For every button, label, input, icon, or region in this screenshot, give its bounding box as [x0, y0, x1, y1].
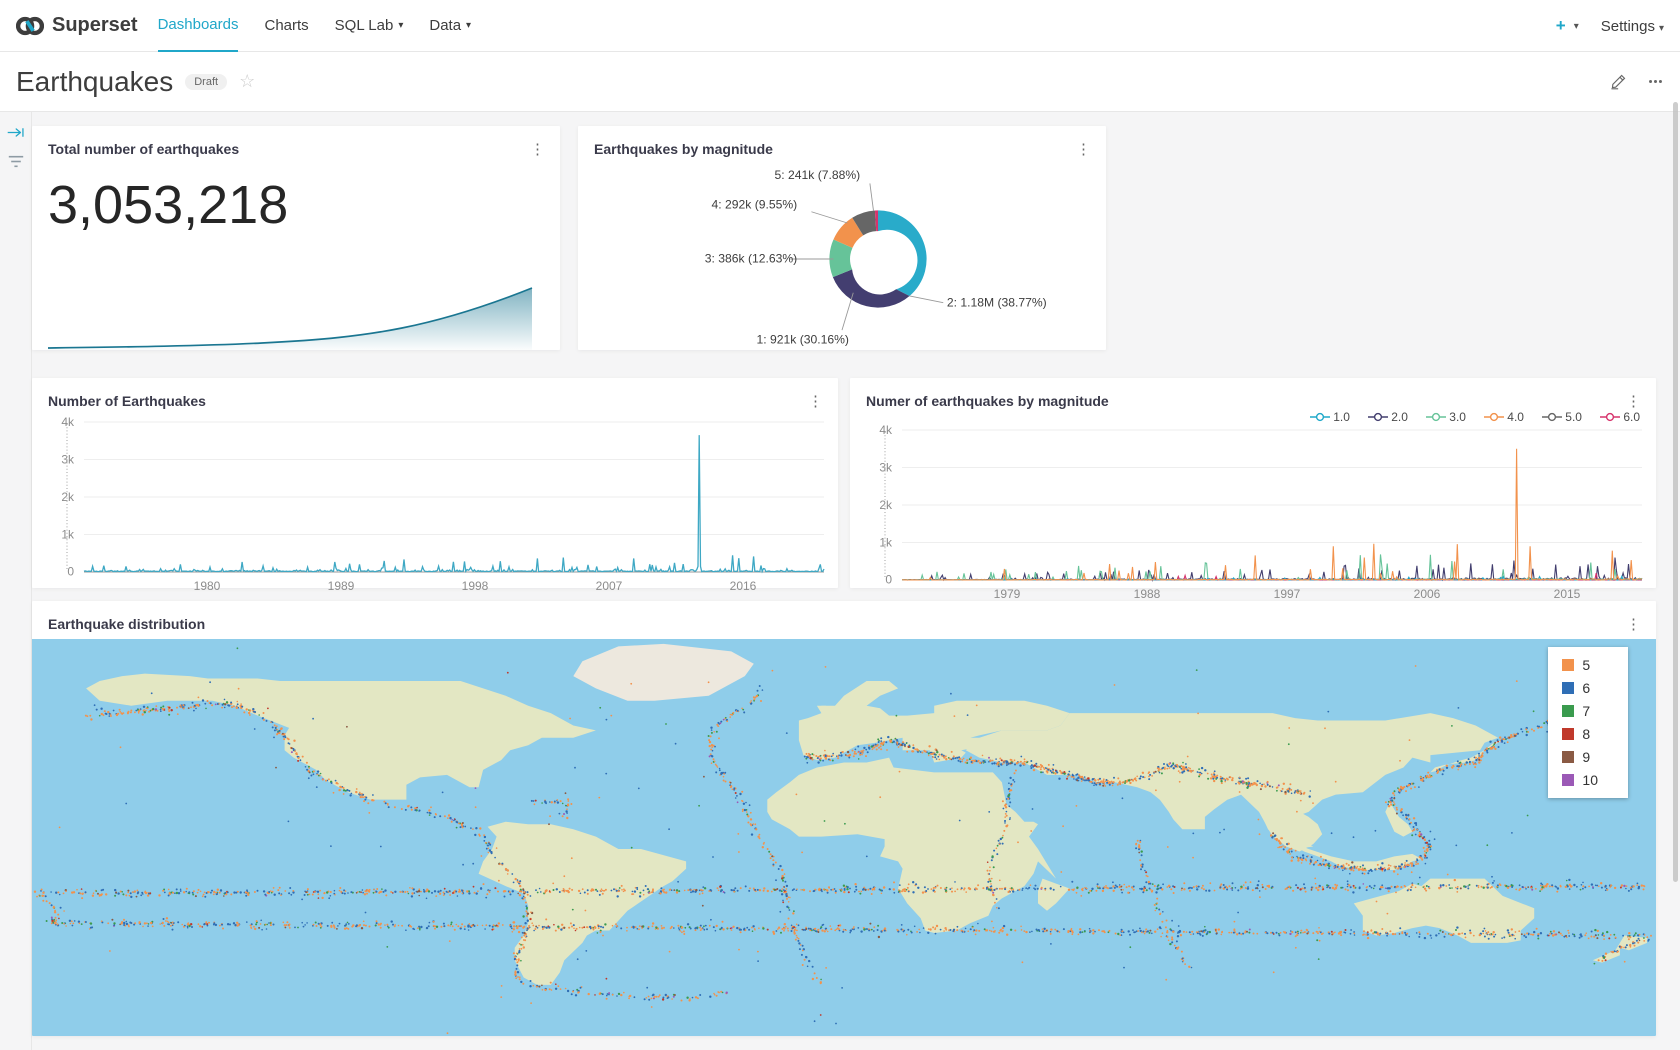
svg-text:1979: 1979	[994, 587, 1021, 600]
svg-text:1997: 1997	[1274, 587, 1301, 600]
svg-text:1989: 1989	[328, 579, 355, 592]
svg-text:3: 386k (12.63%): 3: 386k (12.63%)	[705, 252, 797, 266]
svg-text:0: 0	[885, 573, 892, 587]
svg-text:4k: 4k	[879, 424, 893, 437]
svg-text:4k: 4k	[61, 416, 75, 429]
svg-text:2006: 2006	[1414, 587, 1441, 600]
svg-text:2k: 2k	[61, 490, 75, 504]
svg-text:2007: 2007	[596, 579, 623, 592]
svg-text:3k: 3k	[61, 453, 75, 467]
svg-text:0: 0	[67, 565, 74, 579]
svg-text:3k: 3k	[879, 461, 893, 475]
svg-text:1988: 1988	[1134, 587, 1161, 600]
svg-text:2: 1.18M (38.77%): 2: 1.18M (38.77%)	[947, 295, 1047, 309]
svg-text:2015: 2015	[1554, 587, 1581, 600]
svg-text:2k: 2k	[879, 498, 893, 512]
svg-text:1k: 1k	[61, 528, 75, 542]
svg-text:5: 241k (7.88%): 5: 241k (7.88%)	[775, 168, 861, 182]
svg-text:1980: 1980	[194, 579, 221, 592]
svg-text:4: 292k (9.55%): 4: 292k (9.55%)	[712, 198, 798, 212]
svg-text:1k: 1k	[879, 536, 893, 550]
svg-text:1: 921k (30.16%): 1: 921k (30.16%)	[757, 333, 849, 347]
svg-text:2016: 2016	[730, 579, 757, 592]
svg-text:1998: 1998	[462, 579, 489, 592]
